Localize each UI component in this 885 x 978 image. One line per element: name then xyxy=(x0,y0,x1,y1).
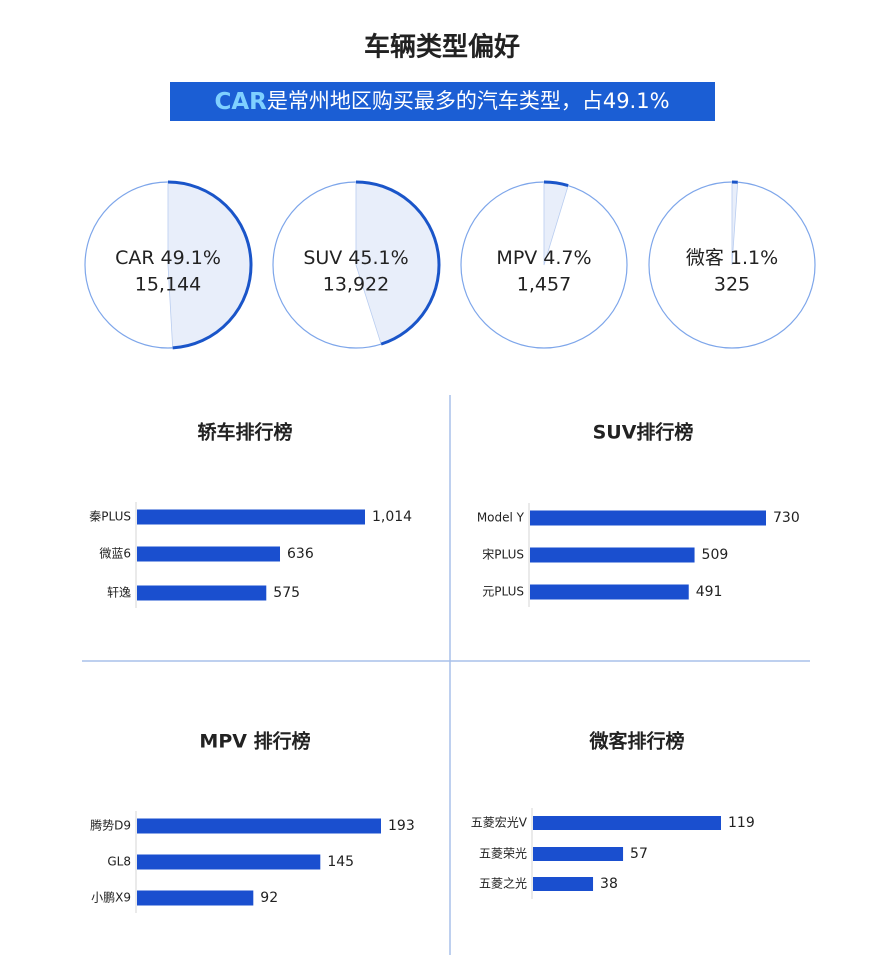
chart-title: 微客排行榜 xyxy=(588,730,684,753)
pie-label: SUV 45.1% xyxy=(303,247,408,269)
value-label: 509 xyxy=(702,547,729,563)
pie-label: 微客 1.1% xyxy=(686,247,778,269)
chart-title: 轿车排行榜 xyxy=(197,421,292,444)
pie-count: 1,457 xyxy=(517,274,571,296)
chart-title: MPV 排行榜 xyxy=(199,730,310,753)
bar xyxy=(533,877,594,891)
value-label: 57 xyxy=(630,846,648,862)
pie-label: CAR 49.1% xyxy=(115,247,221,269)
pie-percent: 45.1% xyxy=(348,247,408,269)
category-label: 小鹏X9 xyxy=(91,891,131,905)
pie-wedge-edge xyxy=(543,180,569,188)
bar xyxy=(137,890,254,906)
bar xyxy=(137,585,267,601)
value-label: 1,014 xyxy=(372,509,412,525)
pie-percent: 49.1% xyxy=(161,247,221,269)
value-label: 145 xyxy=(327,854,354,870)
pie-count: 325 xyxy=(714,274,750,296)
banner xyxy=(170,82,715,121)
bar xyxy=(533,847,624,861)
bar xyxy=(137,546,281,562)
chart-title: SUV排行榜 xyxy=(593,421,694,444)
category-label: 宋PLUS xyxy=(482,547,524,562)
pie-category: 微客 xyxy=(686,247,724,269)
category-label: Model Y xyxy=(477,511,525,525)
category-label: 秦PLUS xyxy=(89,510,131,524)
category-label: 五菱宏光V xyxy=(471,815,528,830)
pie-category: MPV xyxy=(496,247,537,269)
pie-category: SUV xyxy=(303,247,342,269)
category-label: 五菱荣光 xyxy=(479,847,527,861)
pie-wedge-edge xyxy=(167,180,253,350)
category-label: 微蓝6 xyxy=(99,547,131,561)
value-label: 491 xyxy=(696,584,723,600)
bar xyxy=(137,509,365,525)
value-label: 38 xyxy=(600,876,618,892)
value-label: 119 xyxy=(728,815,755,831)
banner-subtitle: 是常州地区购买最多的汽车类型，占49.1% xyxy=(267,89,670,113)
value-label: 730 xyxy=(773,510,800,526)
bar xyxy=(530,510,766,526)
bar xyxy=(530,584,689,600)
bar xyxy=(533,816,721,830)
value-label: 193 xyxy=(388,818,415,834)
bar xyxy=(530,547,695,563)
pie-percent: 4.7% xyxy=(543,247,591,269)
value-label: 636 xyxy=(287,546,314,562)
category-label: 轩逸 xyxy=(107,586,131,600)
category-label: 元PLUS xyxy=(482,585,524,599)
pie-count: 15,144 xyxy=(135,274,201,296)
bar xyxy=(137,818,381,834)
value-label: 92 xyxy=(260,890,278,906)
pie-label: MPV 4.7% xyxy=(496,247,591,269)
value-label: 575 xyxy=(273,585,300,601)
pie-category: CAR xyxy=(115,247,154,269)
category-label: 五菱之光 xyxy=(479,877,527,891)
page-title: 车辆类型偏好 xyxy=(364,32,520,63)
banner-highlight: CAR xyxy=(214,89,267,115)
pie-percent: 1.1% xyxy=(730,247,778,269)
pie-wedge-edge xyxy=(355,180,441,346)
pie-count: 13,922 xyxy=(323,274,389,296)
category-label: 腾势D9 xyxy=(90,818,131,833)
bar xyxy=(137,854,321,870)
category-label: GL8 xyxy=(107,855,131,869)
banner-text: CAR是常州地区购买最多的汽车类型，占49.1% xyxy=(214,89,669,115)
